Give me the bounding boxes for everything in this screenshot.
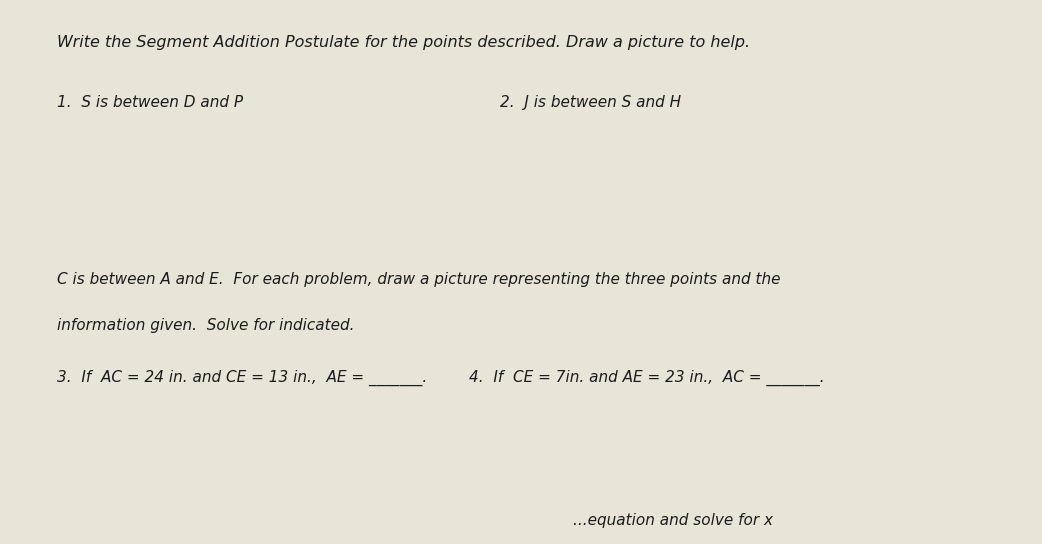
Text: 1.  S is between D and P: 1. S is between D and P [57,95,244,110]
Text: 4.  If  CE = 7in. and AE = 23 in.,  AC = _______.: 4. If CE = 7in. and AE = 23 in., AC = __… [469,370,824,386]
Text: ...equation and solve for x: ...equation and solve for x [573,512,773,528]
Text: 3.  If  AC = 24 in. and CE = 13 in.,  AE = _______.: 3. If AC = 24 in. and CE = 13 in., AE = … [57,370,427,386]
Text: Write the Segment Addition Postulate for the points described. Draw a picture to: Write the Segment Addition Postulate for… [57,35,750,51]
Text: C is between A and E.  For each problem, draw a picture representing the three p: C is between A and E. For each problem, … [57,272,780,287]
Text: 2.  J is between S and H: 2. J is between S and H [500,95,681,110]
Text: information given.  Solve for indicated.: information given. Solve for indicated. [57,318,355,333]
